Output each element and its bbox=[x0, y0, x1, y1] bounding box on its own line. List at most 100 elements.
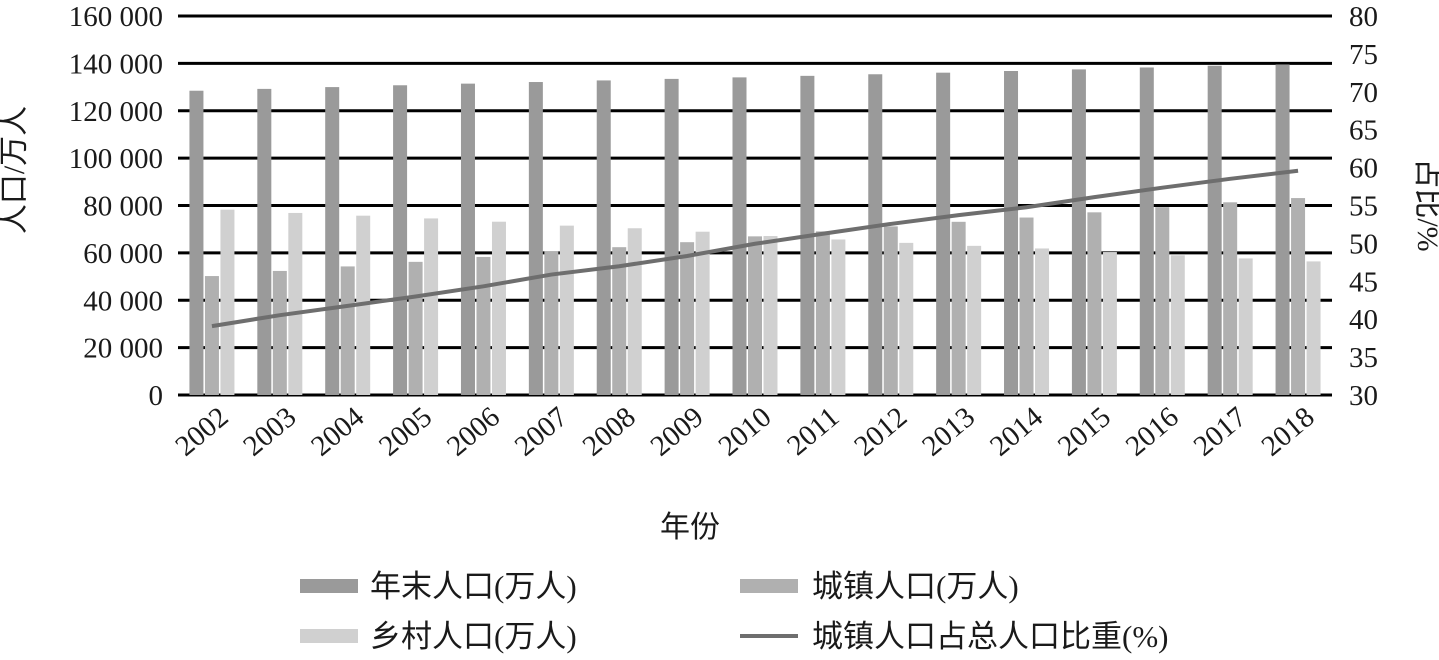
x-axis-ticks: 2002 2003 2004 2005 2006 2007 2008 2009 2010 2011… bbox=[169, 401, 1320, 463]
bar-rural bbox=[831, 239, 846, 395]
urbanization-ratio-line bbox=[211, 168, 1299, 329]
bars bbox=[189, 64, 1321, 396]
y2-tick-label: 50 bbox=[1349, 228, 1378, 260]
bar-urban bbox=[476, 256, 491, 395]
x-tick-label: 2009 bbox=[645, 401, 710, 463]
bar-urban bbox=[340, 266, 355, 395]
bar-total bbox=[664, 78, 679, 395]
y2-axis-title: 占比/% bbox=[1411, 158, 1439, 251]
bar-rural bbox=[967, 245, 982, 395]
bar-total bbox=[936, 72, 951, 396]
x-tick-label: 2007 bbox=[509, 401, 574, 463]
bar-rural bbox=[1238, 258, 1253, 395]
x-tick-label: 2013 bbox=[916, 401, 981, 463]
x-tick-label: 2015 bbox=[1052, 401, 1117, 463]
legend: 年末人口(万人) 城镇人口(万人) 乡村人口(万人) 城镇人口占总人口比重(%) bbox=[300, 569, 1168, 654]
legend-label-urban: 城镇人口(万人) bbox=[812, 569, 1019, 604]
bar-total bbox=[868, 74, 883, 395]
legend-label-total: 年末人口(万人) bbox=[370, 569, 577, 604]
bar-total bbox=[596, 80, 611, 395]
y-tick-label: 120 000 bbox=[69, 96, 163, 128]
bar-urban bbox=[612, 247, 627, 395]
bar-urban bbox=[1291, 198, 1306, 395]
bar-total bbox=[189, 90, 204, 395]
bar-urban bbox=[680, 242, 695, 395]
y-tick-label: 100 000 bbox=[69, 143, 163, 175]
legend-label-ratio: 城镇人口占总人口比重(%) bbox=[812, 619, 1168, 654]
x-tick-label: 2008 bbox=[577, 401, 642, 463]
y2-tick-label: 35 bbox=[1349, 342, 1378, 374]
bar-urban bbox=[748, 236, 762, 395]
y2-tick-label: 65 bbox=[1349, 115, 1378, 147]
x-tick-label: 2016 bbox=[1120, 401, 1185, 463]
y2-tick-label: 30 bbox=[1349, 380, 1378, 412]
bar-total bbox=[1004, 70, 1019, 396]
x-tick-label: 2005 bbox=[373, 401, 438, 463]
x-tick-label: 2006 bbox=[441, 401, 506, 463]
bar-rural bbox=[559, 225, 574, 395]
bar-urban bbox=[1155, 207, 1170, 395]
x-tick-label: 2010 bbox=[712, 401, 777, 463]
y2-tick-label: 60 bbox=[1349, 153, 1378, 185]
y-axis-title: 人口/万人 bbox=[0, 106, 31, 234]
legend-swatch-total bbox=[300, 579, 358, 593]
bar-urban bbox=[1087, 212, 1102, 395]
y-tick-label: 60 000 bbox=[83, 238, 163, 270]
y2-tick-label: 75 bbox=[1349, 39, 1378, 71]
bar-urban bbox=[408, 261, 423, 395]
x-tick-label: 2002 bbox=[169, 401, 234, 463]
bar-total bbox=[460, 83, 475, 395]
x-tick-label: 2018 bbox=[1256, 401, 1321, 463]
bar-total bbox=[732, 77, 747, 395]
bar-rural bbox=[1102, 252, 1117, 395]
x-axis-title: 年份 bbox=[660, 511, 720, 544]
y-tick-label: 40 000 bbox=[83, 285, 163, 317]
bar-urban bbox=[272, 270, 287, 395]
bar-total bbox=[1275, 64, 1290, 395]
bar-urban bbox=[883, 226, 898, 395]
y2-tick-label: 40 bbox=[1349, 304, 1378, 336]
ratio-line-group bbox=[211, 168, 1299, 329]
bar-urban bbox=[951, 221, 966, 395]
bar-total bbox=[528, 82, 543, 395]
y2-tick-label: 55 bbox=[1349, 191, 1378, 223]
bar-urban bbox=[544, 251, 559, 395]
right-axis-ticks: 30 35 40 45 50 55 60 65 70 75 80 bbox=[1349, 1, 1378, 412]
bar-total bbox=[1071, 69, 1086, 395]
bar-total bbox=[393, 85, 408, 395]
legend-swatch-rural bbox=[300, 629, 358, 643]
bar-rural bbox=[491, 221, 506, 395]
bar-urban bbox=[815, 231, 830, 395]
y-tick-label: 20 000 bbox=[83, 333, 163, 365]
bar-rural bbox=[899, 242, 914, 395]
y-tick-label: 140 000 bbox=[69, 48, 163, 80]
bar-rural bbox=[627, 228, 642, 395]
y2-tick-label: 70 bbox=[1349, 77, 1378, 109]
bar-rural bbox=[1035, 248, 1050, 395]
y-tick-label: 80 000 bbox=[83, 191, 163, 223]
y2-tick-label: 45 bbox=[1349, 266, 1378, 298]
bar-urban bbox=[204, 276, 219, 395]
left-axis-ticks: 0 20 000 40 000 60 000 80 000 100 000 120 000 1… bbox=[69, 1, 163, 412]
bar-rural bbox=[220, 209, 235, 395]
y2-tick-label: 80 bbox=[1349, 1, 1378, 33]
bar-urban bbox=[1019, 217, 1034, 395]
bar-rural bbox=[288, 212, 303, 395]
legend-swatch-urban bbox=[740, 579, 798, 593]
legend-label-rural: 乡村人口(万人) bbox=[370, 619, 577, 654]
x-tick-label: 2003 bbox=[237, 401, 302, 463]
y-tick-label: 0 bbox=[149, 380, 164, 412]
y-tick-label: 160 000 bbox=[69, 1, 163, 33]
x-tick-label: 2014 bbox=[984, 401, 1049, 463]
bar-rural bbox=[763, 236, 778, 395]
bar-rural bbox=[424, 218, 439, 395]
x-tick-label: 2017 bbox=[1188, 401, 1253, 463]
bar-rural bbox=[695, 231, 710, 395]
gridlines bbox=[178, 14, 1332, 397]
bar-total bbox=[1139, 67, 1154, 395]
bar-total bbox=[325, 87, 340, 395]
x-tick-label: 2011 bbox=[781, 401, 845, 462]
bar-total bbox=[257, 88, 272, 395]
bar-rural bbox=[1170, 255, 1185, 395]
